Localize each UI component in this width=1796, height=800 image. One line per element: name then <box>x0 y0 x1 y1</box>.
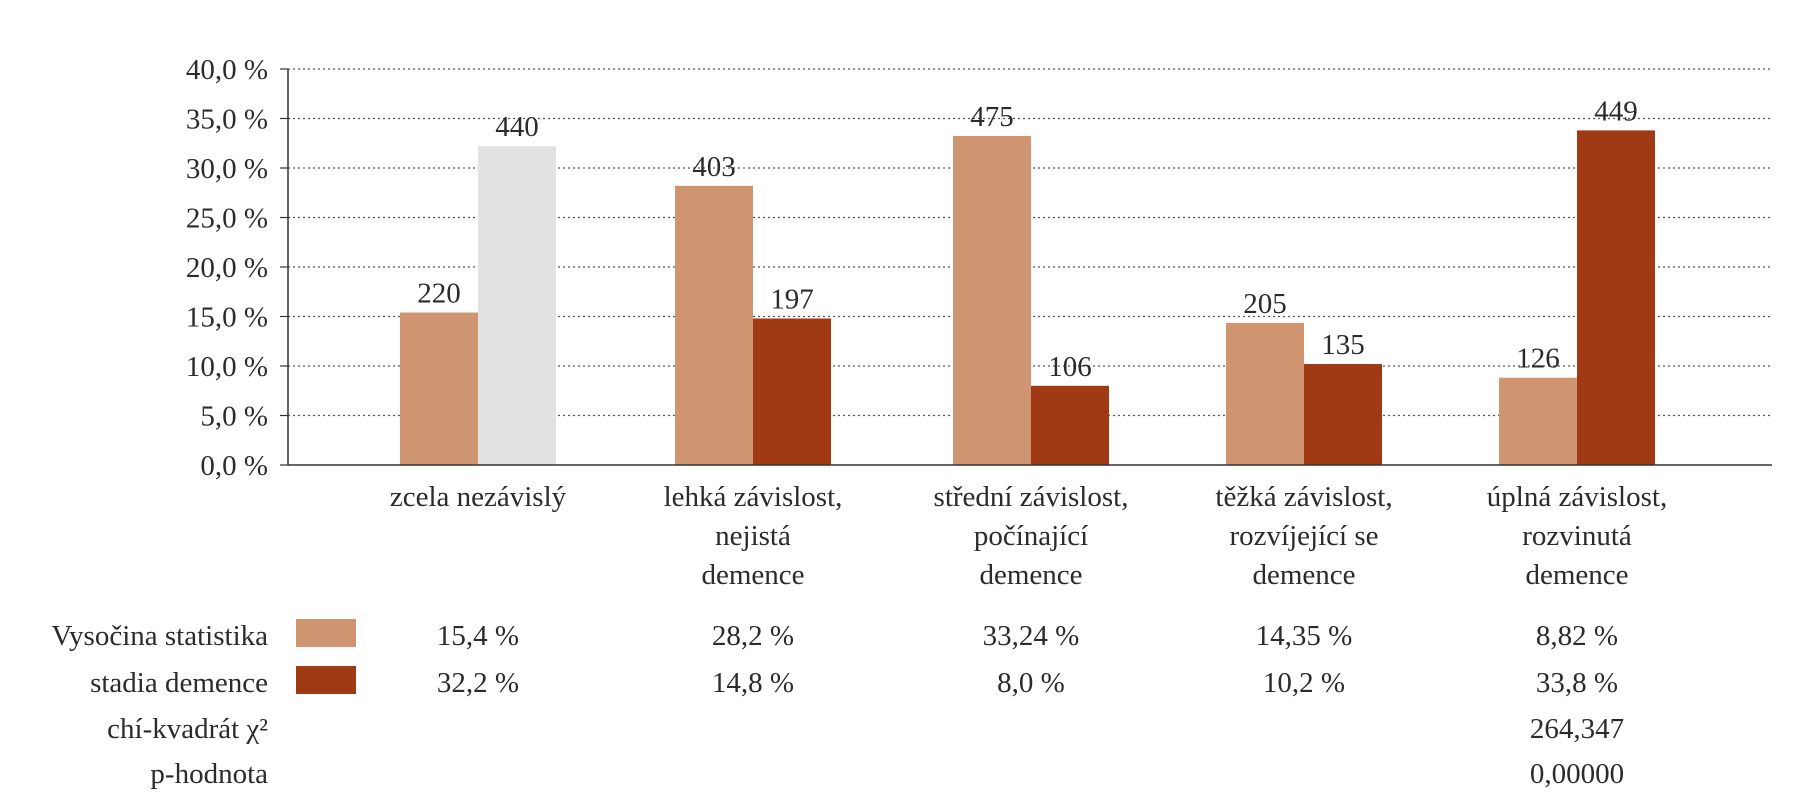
y-tick-label: 10,0 % <box>186 351 268 383</box>
bar <box>1499 377 1577 465</box>
y-tick-label: 15,0 % <box>186 302 268 334</box>
bar-count-label: 220 <box>417 278 461 310</box>
y-tick-label: 30,0 % <box>186 153 268 185</box>
table-cell: 15,4 % <box>437 620 519 652</box>
y-tick-label: 5,0 % <box>200 401 268 433</box>
y-tick-label: 0,0 % <box>200 450 268 482</box>
data-table: Vysočina statistika 15,4 % 28,2 % 33,24 % 14… <box>51 619 1624 790</box>
bar-count-label: 440 <box>495 111 539 143</box>
bar <box>1577 130 1655 465</box>
legend-swatch <box>296 666 356 694</box>
bar <box>675 185 753 465</box>
bar-count-label: 403 <box>692 151 736 183</box>
table-cell: 14,35 % <box>1256 620 1353 652</box>
y-tick-label: 40,0 % <box>186 54 268 86</box>
table-cell: 264,347 <box>1530 713 1624 745</box>
bar-count-label: 106 <box>1048 351 1092 383</box>
category-label: lehká závislost, <box>664 481 843 513</box>
category-label: demence <box>979 559 1082 591</box>
bar <box>953 135 1031 465</box>
bar-count-label: 205 <box>1243 288 1287 320</box>
bars: 220 403 475 205 126 440 197 106 135 449 <box>400 95 1655 465</box>
category-label: demence <box>1252 559 1355 591</box>
table-cell: 10,2 % <box>1263 667 1345 699</box>
category-label: demence <box>701 559 804 591</box>
category-label: rozvinutá <box>1522 520 1632 552</box>
bar-count-label: 197 <box>770 283 814 315</box>
x-axis: zcela nezávislý lehká závislost, nejistá de… <box>288 464 1772 591</box>
category-label: nejistá <box>715 520 791 552</box>
table-cell: 28,2 % <box>712 620 794 652</box>
table-cell: 33,24 % <box>983 620 1080 652</box>
bar <box>1226 322 1304 465</box>
table-cell: 14,8 % <box>712 667 794 699</box>
y-tick-label: 25,0 % <box>186 203 268 235</box>
category-label: střední závislost, <box>934 481 1129 513</box>
table-cell: 0,00000 <box>1530 758 1624 790</box>
bar <box>753 318 831 465</box>
category-label: rozvíjející se <box>1230 520 1379 552</box>
table-row-label: stadia demence <box>90 667 268 699</box>
y-axis: 0,0 % 5,0 % 10,0 % 15,0 % 20,0 % 25,0 % 30,0 %… <box>186 54 289 482</box>
category-label: úplná závislost, <box>1487 481 1667 513</box>
bar-count-label: 475 <box>970 101 1014 133</box>
table-cell: 32,2 % <box>437 667 519 699</box>
category-label: zcela nezávislý <box>390 481 567 513</box>
table-cell: 8,0 % <box>997 667 1065 699</box>
y-tick-label: 20,0 % <box>186 252 268 284</box>
bar <box>1031 385 1109 465</box>
bar <box>478 146 556 465</box>
table-cell: 8,82 % <box>1536 620 1618 652</box>
bar <box>400 312 478 465</box>
table-row-label: p-hodnota <box>150 758 268 790</box>
category-label: počínající <box>974 520 1088 552</box>
table-row-label: chí-kvadrát χ² <box>107 713 268 745</box>
category-label: těžká závislost, <box>1215 481 1392 513</box>
bar-count-label: 135 <box>1321 329 1365 361</box>
bar-count-label: 449 <box>1594 95 1638 127</box>
y-tick-label: 35,0 % <box>186 104 268 136</box>
category-label: demence <box>1525 559 1628 591</box>
bar <box>1304 364 1382 465</box>
legend-swatch <box>296 619 356 647</box>
bar-count-label: 126 <box>1516 343 1560 375</box>
table-row-label: Vysočina statistika <box>51 620 268 652</box>
table-cell: 33,8 % <box>1536 667 1618 699</box>
